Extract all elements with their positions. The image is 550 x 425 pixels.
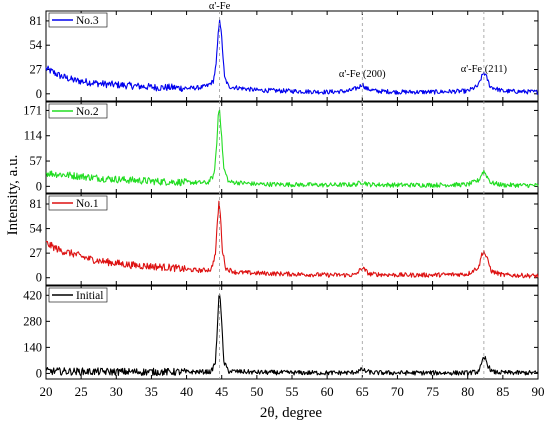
peak-label: α'-Fe (211) xyxy=(461,64,508,75)
y-tick-label: 0 xyxy=(36,271,42,285)
legend-label: No.2 xyxy=(76,106,99,118)
x-tick-label: 65 xyxy=(356,384,369,399)
y-tick-label: 54 xyxy=(30,38,43,52)
x-tick-label: 80 xyxy=(461,384,474,399)
x-tick-label: 75 xyxy=(426,384,439,399)
x-tick-label: 60 xyxy=(321,384,334,399)
y-tick-label: 57 xyxy=(30,154,43,168)
panel-no-1: 0 27 54 81 No.1 xyxy=(30,193,539,286)
legend-label: No.3 xyxy=(76,15,99,27)
panel-no-3: 0 27 54 81 No.3 xyxy=(30,10,539,102)
x-tick-label: 45 xyxy=(215,384,228,399)
x-tick-label: 55 xyxy=(286,384,299,399)
series-line xyxy=(45,109,539,189)
x-tick-label: 30 xyxy=(110,384,123,399)
legend: No.2 xyxy=(48,103,108,119)
series-line xyxy=(45,200,539,279)
y-tick-label: 171 xyxy=(23,103,42,117)
panel-no-2: 0 57 114 171 No.2 xyxy=(23,101,539,194)
y-tick-label: 27 xyxy=(30,63,43,77)
y-tick-label: 114 xyxy=(24,129,43,143)
y-tick-label: 280 xyxy=(23,314,42,328)
reference-lines xyxy=(219,11,485,379)
y-tick-label: 81 xyxy=(30,14,43,28)
legend-label: No.1 xyxy=(76,198,99,210)
x-tick-label: 85 xyxy=(496,384,509,399)
panels-layer: 0 27 54 81 No.3 0 57 114 171 No.2 0 27 54 81 No.1 0 140 2… xyxy=(23,10,539,380)
peak-label: α'-Fe (200) xyxy=(339,69,386,80)
x-tick-label: 25 xyxy=(75,384,88,399)
y-tick-label: 140 xyxy=(23,340,42,354)
x-axis: 20 25 30 35 40 45 50 55 60 65 70 75 80 85 90 xyxy=(40,384,545,399)
x-tick-label: 70 xyxy=(391,384,404,399)
peak-label: α'-Fe xyxy=(209,1,231,12)
legend-label: Initial xyxy=(76,290,103,302)
peak-annotations: α'-Fe α'-Fe (200) α'-Fe (211) xyxy=(209,1,508,80)
x-tick-label: 40 xyxy=(180,384,193,399)
y-tick-label: 81 xyxy=(30,197,43,211)
legend: No.3 xyxy=(48,12,108,28)
legend-box xyxy=(48,287,108,303)
y-tick-label: 0 xyxy=(36,179,42,193)
series-line xyxy=(45,293,539,377)
y-axis-label: Intensity, a.u. xyxy=(5,155,21,236)
legend: Initial xyxy=(48,287,108,303)
legend-box xyxy=(48,195,108,211)
panel-frame xyxy=(45,193,539,286)
y-tick-label: 27 xyxy=(30,246,43,260)
x-axis-label: 2θ, degree xyxy=(260,405,322,421)
x-tick-label: 50 xyxy=(250,384,263,399)
x-tick-label: 35 xyxy=(145,384,158,399)
series-line xyxy=(45,19,539,95)
legend-box xyxy=(48,103,108,119)
panel-frame xyxy=(45,285,539,380)
legend: No.1 xyxy=(48,195,108,211)
panel-initial: 0 140 280 420 Initial xyxy=(23,285,539,380)
legend-box xyxy=(48,12,108,28)
y-tick-label: 0 xyxy=(36,366,42,380)
x-tick-label: 20 xyxy=(40,384,53,399)
x-tick-label: 90 xyxy=(532,384,545,399)
y-tick-label: 420 xyxy=(23,288,42,302)
y-tick-label: 54 xyxy=(30,222,43,236)
y-tick-label: 0 xyxy=(36,87,42,101)
